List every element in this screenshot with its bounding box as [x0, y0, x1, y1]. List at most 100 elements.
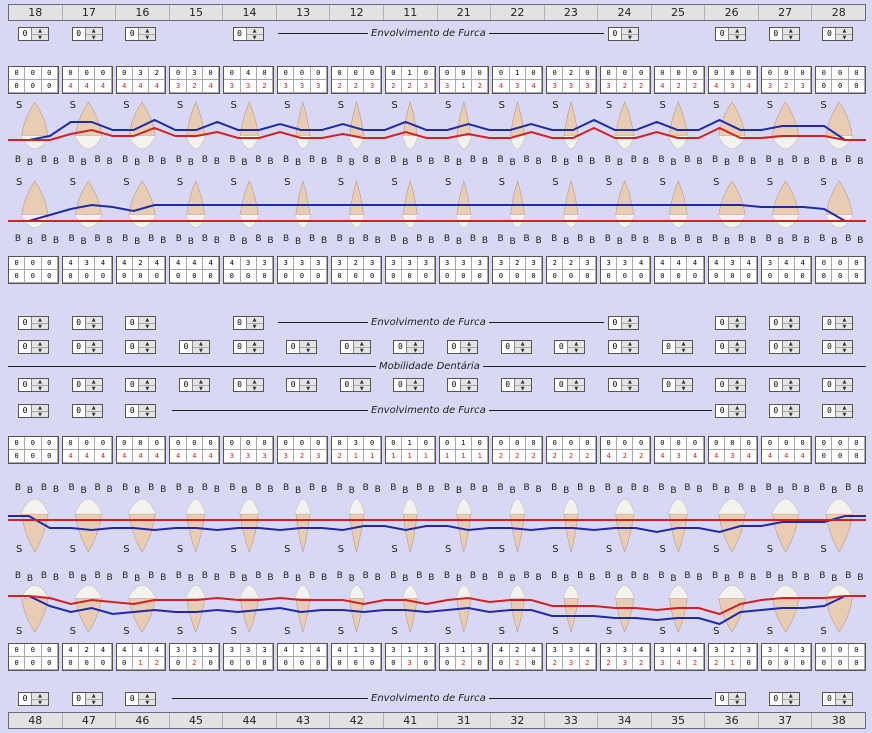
measure-value[interactable]: 0: [25, 437, 42, 450]
measure-value[interactable]: 3: [310, 450, 327, 463]
measure-value[interactable]: 0: [364, 657, 381, 670]
spin-up-icon[interactable]: ▲: [735, 405, 740, 411]
tooth-46[interactable]: [127, 584, 157, 633]
measure-value[interactable]: 0: [617, 270, 634, 283]
measure-value[interactable]: 2: [149, 657, 166, 670]
measure-value[interactable]: 0: [816, 657, 833, 670]
spin-down-icon[interactable]: ▼: [729, 699, 746, 706]
measure-value[interactable]: 2: [509, 644, 526, 657]
furcation-spinner-34[interactable]: 0 ▲ ▼: [607, 378, 639, 392]
measure-value[interactable]: 0: [41, 257, 58, 270]
measure-value[interactable]: 4: [741, 450, 758, 463]
measure-value[interactable]: 1: [509, 67, 526, 80]
measure-value[interactable]: 2: [687, 80, 704, 93]
measure-value[interactable]: 0: [95, 270, 112, 283]
spin-up-icon[interactable]: ▲: [38, 341, 42, 347]
measure-value[interactable]: 0: [455, 270, 473, 283]
measure-value[interactable]: 2: [455, 657, 473, 670]
spin-arrows[interactable]: ▲ ▼: [138, 379, 156, 392]
measure-value[interactable]: 3: [617, 657, 634, 670]
spin-down-icon[interactable]: ▼: [836, 323, 853, 330]
spin-down-icon[interactable]: ▼: [300, 347, 317, 354]
furcation-spinner-47[interactable]: 0 ▲ ▼: [71, 692, 103, 706]
furcation-spinner-28[interactable]: 0 ▲ ▼: [822, 340, 854, 354]
spin-down-icon[interactable]: ▼: [782, 34, 799, 41]
measure-value[interactable]: 4: [95, 450, 112, 463]
spin-arrows[interactable]: ▲ ▼: [138, 28, 156, 41]
spin-down-icon[interactable]: ▼: [568, 347, 585, 354]
measure-value[interactable]: 0: [741, 270, 758, 283]
spin-arrows[interactable]: ▲ ▼: [84, 379, 102, 392]
measure-value[interactable]: 3: [401, 657, 419, 670]
spin-down-icon[interactable]: ▼: [139, 385, 156, 392]
spin-down-icon[interactable]: ▼: [139, 34, 156, 41]
spin-up-icon[interactable]: ▲: [627, 379, 632, 385]
measure-value[interactable]: 4: [116, 80, 133, 93]
spin-up-icon[interactable]: ▲: [306, 379, 311, 385]
measure-value[interactable]: 0: [600, 270, 618, 283]
tooth-47[interactable]: [73, 498, 103, 553]
measure-value[interactable]: 0: [547, 437, 564, 450]
measure-value[interactable]: 4: [79, 450, 96, 463]
spin-down-icon[interactable]: ▼: [139, 323, 156, 330]
measure-value[interactable]: 3: [439, 257, 456, 270]
measure-value[interactable]: 0: [687, 67, 704, 80]
measure-value[interactable]: 3: [654, 644, 672, 657]
furcation-spinner-46[interactable]: 0 ▲ ▼: [125, 404, 157, 418]
spin-arrows[interactable]: ▲ ▼: [567, 341, 585, 354]
measure-value[interactable]: 0: [224, 67, 241, 80]
measure-value[interactable]: 4: [202, 450, 220, 463]
spin-down-icon[interactable]: ▼: [85, 34, 102, 41]
measure-value[interactable]: 4: [116, 450, 133, 463]
measure-value[interactable]: 0: [509, 437, 526, 450]
measure-value[interactable]: 0: [600, 437, 618, 450]
spin-arrows[interactable]: ▲ ▼: [191, 341, 209, 354]
measure-value[interactable]: 0: [741, 657, 758, 670]
furcation-spinner-27[interactable]: 0 ▲ ▼: [768, 340, 800, 354]
furcation-spinner-43[interactable]: 0 ▲ ▼: [286, 378, 318, 392]
measure-value[interactable]: 0: [41, 450, 58, 463]
measure-value[interactable]: 1: [418, 450, 435, 463]
furcation-spinner-11[interactable]: 0 ▲ ▼: [393, 340, 425, 354]
tooth-42[interactable]: [348, 584, 365, 634]
spin-down-icon[interactable]: ▼: [32, 347, 48, 354]
measure-value[interactable]: 0: [832, 437, 849, 450]
measure-value[interactable]: 3: [364, 644, 381, 657]
measure-value[interactable]: 4: [778, 644, 795, 657]
spin-arrows[interactable]: ▲ ▼: [460, 341, 477, 354]
measure-value[interactable]: 0: [778, 67, 795, 80]
spin-arrows[interactable]: ▲ ▼: [460, 379, 477, 392]
measure-value[interactable]: 3: [418, 80, 435, 93]
measure-value[interactable]: 0: [418, 657, 435, 670]
measure-value[interactable]: 0: [832, 657, 849, 670]
spin-arrows[interactable]: ▲ ▼: [138, 405, 156, 418]
furcation-spinner-38[interactable]: 0 ▲ ▼: [822, 404, 854, 418]
measure-value[interactable]: 0: [95, 657, 112, 670]
measure-value[interactable]: 0: [9, 80, 26, 93]
measure-value[interactable]: 0: [816, 67, 833, 80]
spin-down-icon[interactable]: ▼: [246, 34, 263, 41]
measure-value[interactable]: 3: [472, 257, 489, 270]
measure-value[interactable]: 0: [724, 67, 742, 80]
measure-value[interactable]: 0: [224, 270, 241, 283]
measure-value[interactable]: 0: [832, 270, 849, 283]
spin-arrows[interactable]: ▲ ▼: [84, 693, 102, 706]
tooth-31[interactable]: [455, 498, 473, 554]
measure-value[interactable]: 0: [149, 270, 166, 283]
measure-value[interactable]: 0: [41, 644, 58, 657]
measure-value[interactable]: 2: [509, 257, 526, 270]
measure-value[interactable]: 4: [132, 644, 150, 657]
spin-up-icon[interactable]: ▲: [252, 28, 257, 34]
measure-value[interactable]: 0: [762, 437, 779, 450]
measure-value[interactable]: 0: [617, 67, 634, 80]
spin-down-icon[interactable]: ▼: [32, 323, 48, 330]
spin-arrows[interactable]: ▲ ▼: [299, 379, 317, 392]
measure-value[interactable]: 2: [79, 644, 96, 657]
measure-value[interactable]: 3: [563, 80, 580, 93]
measure-value[interactable]: 2: [600, 657, 618, 670]
